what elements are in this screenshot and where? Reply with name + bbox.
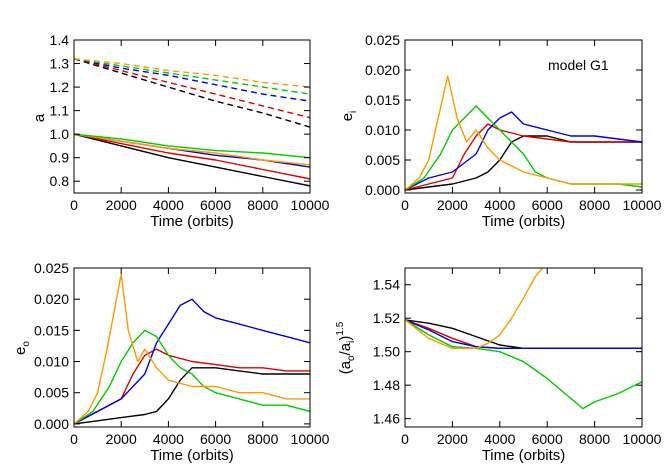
y-tick-label: 0.015 [34, 322, 69, 338]
series-line [74, 133, 310, 166]
x-tick-label: 10000 [623, 197, 662, 213]
y-tick-label: 0.010 [34, 354, 69, 370]
y-tick-label: 1.50 [373, 344, 400, 360]
y-tick-label: 0.005 [365, 152, 400, 168]
x-tick-label: 4000 [153, 197, 184, 213]
series-line [74, 273, 310, 425]
y-tick-label: 1.0 [50, 126, 70, 142]
series-line [405, 135, 642, 191]
y-tick-label: 1.52 [373, 310, 400, 326]
series-line [74, 133, 310, 187]
x-tick-label: 0 [401, 197, 409, 213]
y-tick-label: 0.025 [365, 32, 400, 48]
y-tick-label: 1.1 [50, 103, 70, 119]
series-line [74, 58, 310, 88]
x-tick-label: 2000 [106, 431, 137, 447]
panel-2: 0 2000 4000 6000 8000 10000 0.000 0.005 0.010 0.0… [339, 32, 662, 230]
series-line [74, 298, 310, 425]
y-tick-label: 1.46 [373, 411, 400, 427]
x-tick-label: 0 [401, 431, 409, 447]
y-tick-label: 1.48 [373, 377, 400, 393]
y-tick-label: 1.4 [50, 32, 70, 48]
x-tick-label: 6000 [200, 197, 231, 213]
x-tick-label: 0 [70, 431, 78, 447]
series-line [405, 111, 642, 191]
x-tick-label: 8000 [247, 431, 278, 447]
y-tick-label: 0.020 [365, 62, 400, 78]
panel-4: 0 2000 4000 6000 8000 10000 1.46 1.48 1.50 1.52 1.… [335, 267, 662, 464]
x-tick-label: 8000 [579, 197, 610, 213]
plot-frame [404, 267, 643, 428]
series-line [74, 58, 310, 102]
model-annotation: model G1 [548, 57, 609, 73]
y-tick-label: 0.015 [365, 92, 400, 108]
y-tick-label: 0.025 [34, 260, 69, 276]
x-tick-label: 10000 [291, 197, 330, 213]
x-axis-title: Time (orbits) [482, 213, 566, 230]
x-axis-title: Time (orbits) [482, 447, 566, 464]
series-line [405, 319, 642, 349]
x-tick-label: 6000 [200, 431, 231, 447]
x-tick-label: 4000 [153, 431, 184, 447]
y-axis-title: (ao/ai)1.5 [335, 321, 357, 374]
y-tick-label: 1.54 [373, 277, 400, 293]
x-tick-label: 10000 [623, 431, 662, 447]
panel-1: 0 2000 4000 6000 8000 10000 0.8 0.9 1.0 1.1 1.2 1.3… [31, 32, 330, 230]
x-tick-label: 2000 [437, 197, 468, 213]
panel-3: 0 2000 4000 6000 8000 10000 0.000 0.005 0.010 0.0… [12, 260, 330, 464]
series-line [74, 367, 310, 425]
y-tick-label: 1.2 [50, 79, 70, 95]
series-line [405, 319, 642, 410]
x-tick-label: 6000 [532, 197, 563, 213]
series-line [74, 58, 310, 128]
x-tick-label: 8000 [579, 431, 610, 447]
y-tick-label: 0.020 [34, 291, 69, 307]
x-tick-label: 6000 [532, 431, 563, 447]
x-tick-label: 4000 [484, 197, 515, 213]
y-tick-label: 0.8 [50, 173, 70, 189]
series-line [405, 268, 544, 349]
y-tick-label: 0.000 [365, 182, 400, 198]
series-line [74, 133, 310, 159]
y-tick-label: 0.9 [50, 150, 70, 166]
y-tick-label: 1.3 [50, 56, 70, 72]
x-tick-label: 0 [70, 197, 78, 213]
x-tick-label: 2000 [106, 197, 137, 213]
x-tick-label: 10000 [291, 431, 330, 447]
x-axis-title: Time (orbits) [150, 447, 234, 464]
y-axis-title: ei [339, 111, 359, 122]
series-line [74, 133, 310, 180]
y-axis-title: eo [12, 341, 32, 355]
series-line [405, 75, 642, 191]
plot-frame [73, 39, 311, 194]
series-line [74, 58, 310, 119]
y-tick-label: 0.010 [365, 122, 400, 138]
x-tick-label: 8000 [247, 197, 278, 213]
series-line [74, 329, 310, 425]
series-line [405, 123, 642, 191]
y-tick-label: 0.000 [34, 416, 69, 432]
y-axis-title: a [31, 113, 48, 122]
x-tick-label: 4000 [484, 431, 515, 447]
y-tick-label: 0.005 [34, 385, 69, 401]
plot-frame [73, 267, 311, 428]
series-line [405, 105, 642, 191]
x-tick-label: 2000 [437, 431, 468, 447]
x-axis-title: Time (orbits) [150, 213, 234, 230]
plot-frame [404, 39, 643, 194]
